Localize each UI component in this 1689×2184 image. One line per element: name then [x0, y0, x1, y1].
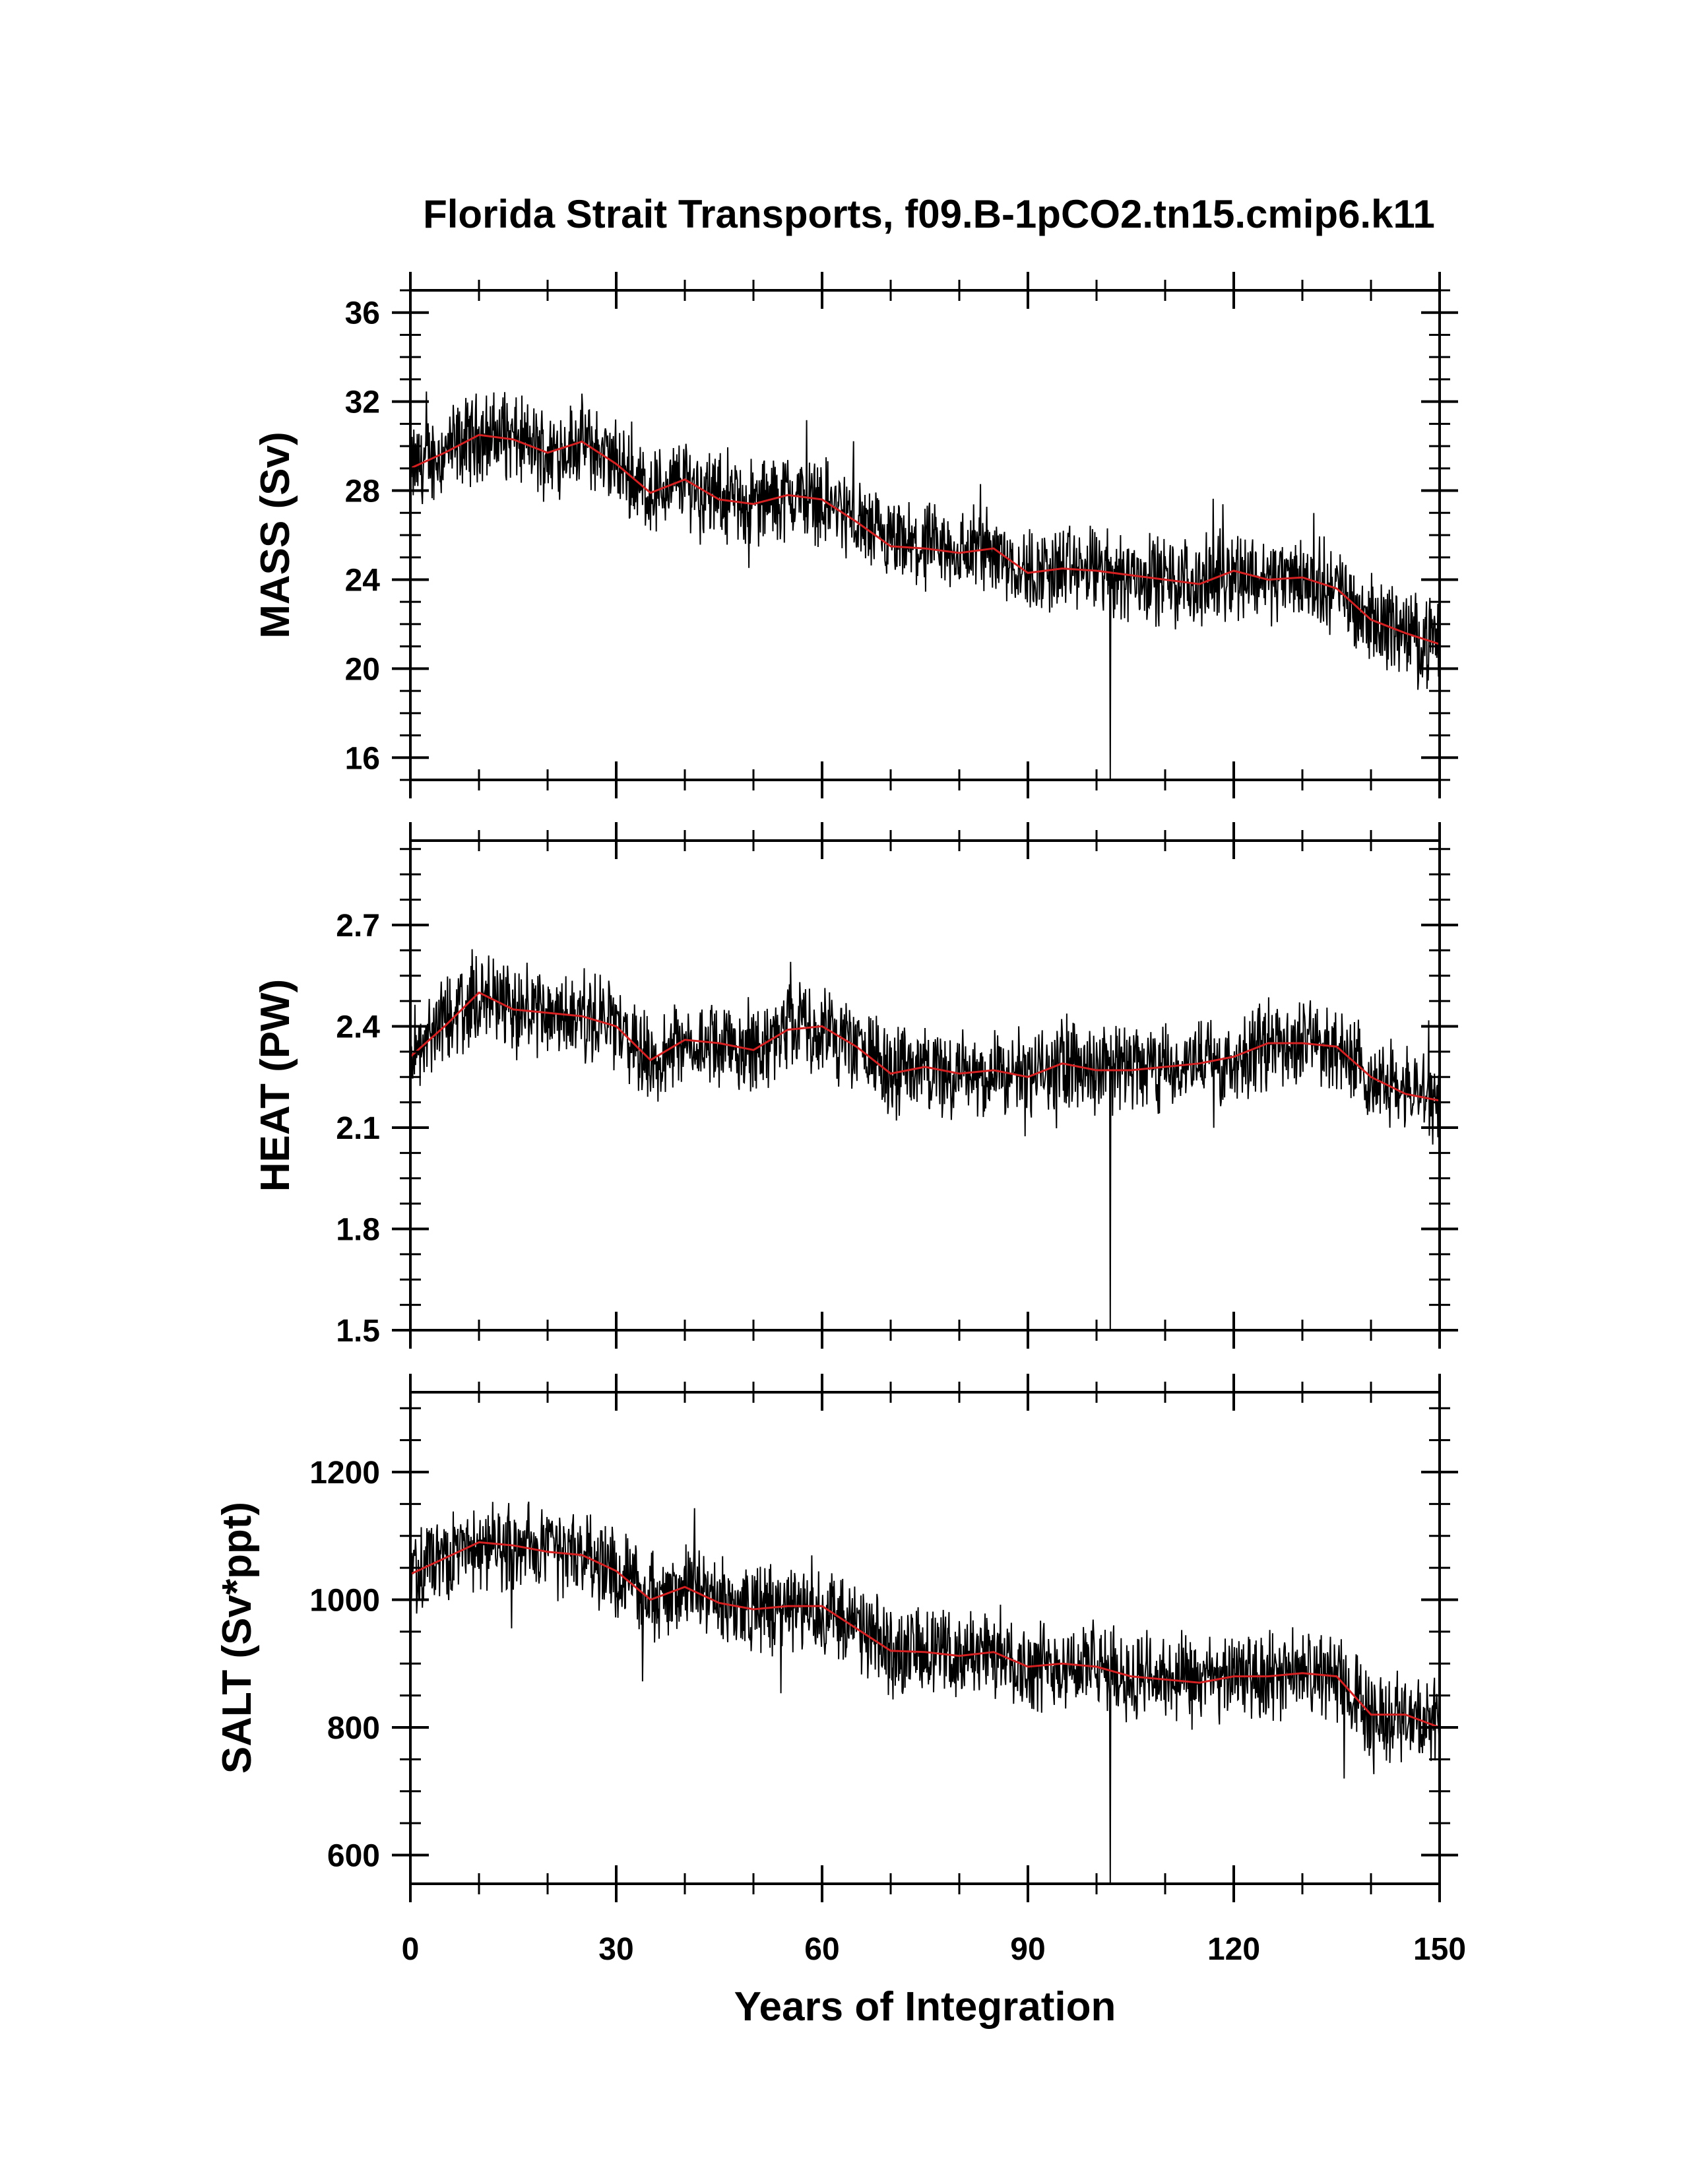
xtick-label-0: 0 [402, 1932, 420, 1967]
ytick-label-heat-4: 2.7 [336, 909, 380, 944]
ytick-label-mass-4: 32 [345, 385, 380, 420]
panel-salt: 600 800 1000 1200 SALT (Sv*ppt) [214, 1374, 1458, 1902]
xtick-label-4: 120 [1207, 1932, 1260, 1967]
ytick-label-salt-2: 1000 [309, 1583, 380, 1618]
ytick-label-salt-1: 800 [327, 1711, 380, 1746]
annual-mean-line-salt [410, 1541, 1440, 1729]
monthly-trace-heat [410, 949, 1440, 1331]
ylabel-heat: HEAT (PW) [253, 979, 298, 1192]
ytick-label-heat-0: 1.5 [336, 1314, 380, 1349]
annual-mean-line-heat [410, 991, 1440, 1102]
ytick-label-heat-2: 2.1 [336, 1111, 380, 1146]
panel-heat: 1.5 1.8 2.1 2.4 2.7 HEAT (PW) [253, 822, 1458, 1349]
ytick-label-heat-1: 1.8 [336, 1212, 380, 1247]
ytick-label-mass-0: 16 [345, 741, 380, 776]
ylabel-salt: SALT (Sv*ppt) [214, 1502, 260, 1774]
panel-mass: 16 20 24 28 32 36 MASS (Sv) [253, 272, 1458, 798]
xtick-label-2: 60 [804, 1932, 839, 1967]
ytick-label-mass-3: 28 [345, 474, 380, 509]
chart-title: Florida Strait Transports, f09.B-1pCO2.t… [423, 192, 1435, 236]
ytick-label-mass-1: 20 [345, 652, 380, 687]
monthly-trace-mass [410, 391, 1440, 781]
plot-frame-heat [409, 839, 1441, 1332]
x-tick-labels: 0 30 60 90 120 150 [402, 1932, 1466, 1967]
xtick-label-5: 150 [1413, 1932, 1466, 1967]
ytick-label-mass-5: 36 [345, 296, 380, 331]
xtick-label-1: 30 [598, 1932, 633, 1967]
plot-frame-salt [409, 1391, 1441, 1885]
ytick-label-salt-3: 1200 [309, 1456, 380, 1491]
ytick-label-salt-0: 600 [327, 1838, 380, 1873]
ytick-label-mass-2: 24 [345, 563, 381, 598]
ytick-label-heat-3: 2.4 [336, 1010, 380, 1044]
ylabel-mass: MASS (Sv) [253, 432, 298, 638]
annual-mean-line-mass [410, 434, 1440, 645]
xtick-label-3: 90 [1010, 1932, 1045, 1967]
x-axis-label: Years of Integration [734, 1984, 1116, 2030]
monthly-trace-salt [410, 1501, 1440, 1884]
